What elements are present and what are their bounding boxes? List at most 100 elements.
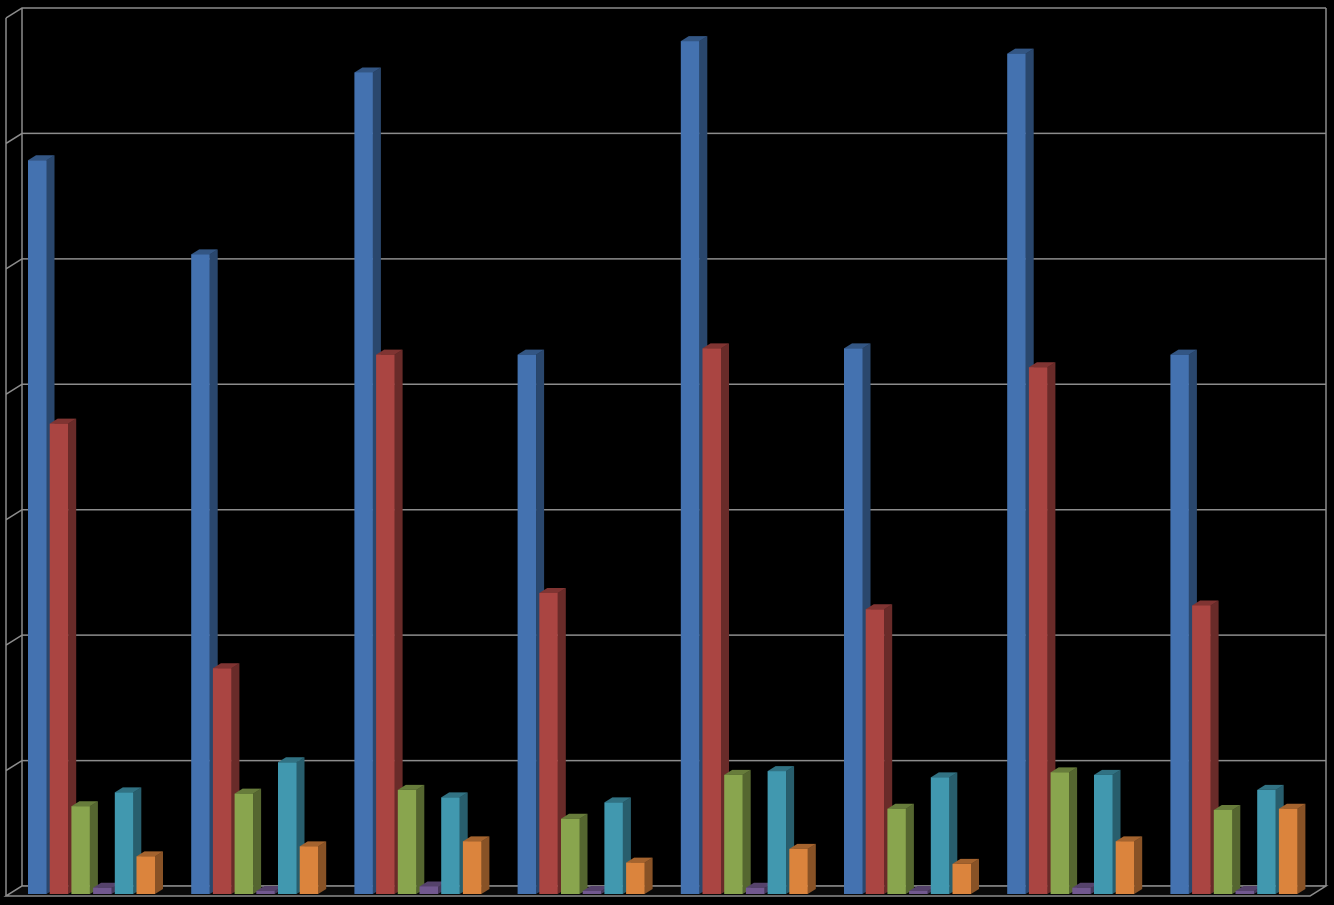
bar-side [742, 769, 751, 894]
bar-top [462, 836, 490, 842]
bar-top [1278, 803, 1306, 809]
bar-top [1050, 767, 1078, 773]
bar-top [865, 604, 893, 610]
bar [376, 349, 403, 895]
bar-front [582, 891, 602, 894]
bar-front [561, 818, 580, 894]
bar-front [1192, 605, 1211, 894]
bar-top [397, 784, 425, 790]
bar-side [155, 851, 163, 894]
bar-top [952, 858, 979, 864]
bar-front [1094, 774, 1113, 894]
bar-front [299, 846, 319, 894]
bar-front [1007, 53, 1026, 895]
bar-front [1050, 772, 1070, 894]
bar [887, 803, 914, 894]
bar-front [462, 841, 482, 894]
bar-front [767, 771, 787, 894]
bar-front [844, 348, 863, 894]
bar-front [539, 592, 558, 894]
bar-front [234, 793, 254, 894]
bar-front [49, 423, 69, 894]
bar-front [71, 806, 90, 894]
bar-top [626, 857, 653, 863]
bar-side [905, 803, 914, 894]
bar-side [721, 343, 729, 894]
bar-front [1170, 354, 1189, 895]
bar-top [582, 886, 610, 891]
bar-top [745, 882, 773, 888]
bar [212, 663, 240, 894]
bar-top [909, 886, 936, 891]
bar-side [644, 857, 653, 894]
bar-front [680, 41, 700, 895]
bar-front [212, 668, 232, 894]
bar-top [441, 792, 468, 798]
bar-front [191, 254, 210, 895]
bar-top [28, 155, 55, 161]
bar-side [971, 858, 979, 894]
bar [1050, 767, 1078, 894]
bar-front [604, 802, 623, 894]
bar-top [376, 349, 403, 355]
bar-side [1069, 767, 1078, 894]
bar-side [318, 841, 327, 894]
bar-top [1257, 784, 1284, 790]
bar-side [1297, 803, 1306, 894]
bar-top [1072, 882, 1099, 888]
bar-top [702, 343, 729, 349]
bar [49, 418, 77, 894]
bar-top [354, 67, 381, 73]
bar [299, 841, 327, 894]
gridlines [3, 7, 1329, 897]
bar-front [517, 354, 537, 895]
bar-side [253, 788, 262, 894]
bar-top [93, 882, 120, 888]
bar [462, 836, 490, 894]
bar-side [394, 349, 403, 895]
bar [952, 858, 979, 894]
gridline [5, 132, 1326, 145]
bar-top [49, 418, 77, 424]
bar-front [419, 886, 438, 894]
bar-top [256, 886, 283, 891]
bars [28, 36, 1306, 895]
bar-top [604, 797, 631, 803]
bar [561, 813, 588, 894]
bar [702, 343, 729, 894]
bar-top [724, 769, 751, 775]
bar-top [1170, 349, 1197, 355]
bar-top [844, 343, 871, 349]
bar-top [419, 881, 446, 887]
bar-front [1115, 841, 1135, 894]
bar-front [441, 797, 460, 894]
bar [136, 851, 163, 894]
bar-top [1028, 362, 1056, 368]
bar-top [1094, 769, 1121, 775]
bar-top [539, 587, 566, 593]
bar-front [28, 160, 47, 894]
bar-front [136, 856, 155, 894]
bar [1094, 769, 1121, 894]
bar-top [234, 788, 262, 794]
bar-top [136, 851, 163, 857]
bar-side [1047, 362, 1056, 894]
bar-side [579, 813, 588, 894]
bar-top [212, 663, 240, 669]
bar-front [887, 808, 906, 894]
bar [1278, 803, 1306, 894]
bar-front [93, 887, 112, 894]
bar-side [416, 784, 425, 894]
floor [3, 885, 1329, 897]
bar-front [1028, 367, 1048, 894]
bar-top [1007, 48, 1034, 54]
bar-top [561, 813, 588, 819]
bar-top [789, 843, 816, 849]
bar-front [745, 887, 765, 894]
bar [626, 857, 653, 894]
bar-side [481, 836, 490, 894]
bar [789, 843, 816, 894]
bar [724, 769, 751, 894]
bar-top [1115, 836, 1143, 842]
